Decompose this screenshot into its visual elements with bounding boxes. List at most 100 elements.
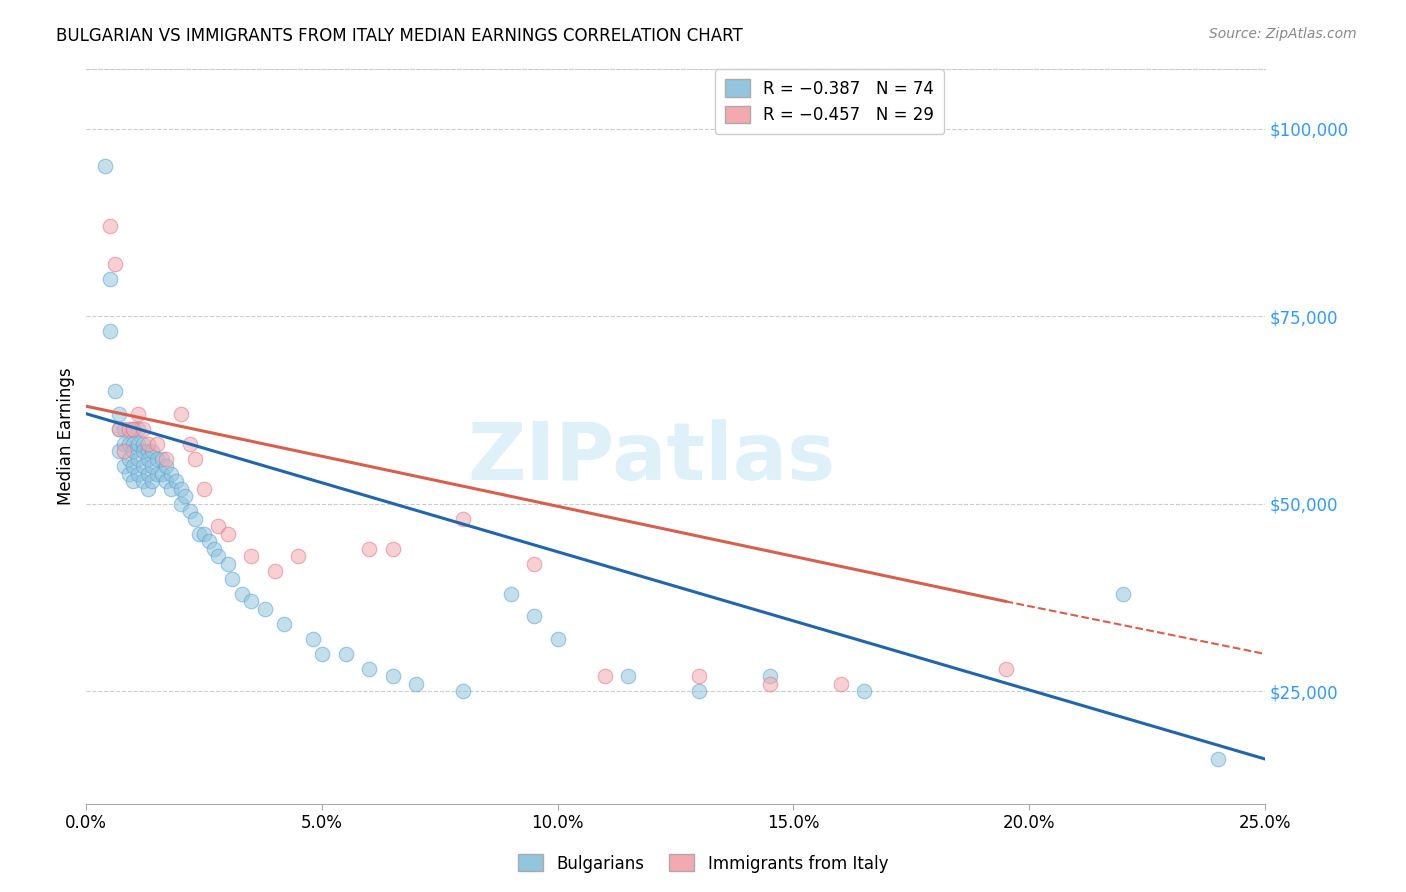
Point [122,436,145,450]
Point [98,271,121,285]
Y-axis label: Median Earnings: Median Earnings [58,368,75,505]
Point [146,436,169,450]
Legend: R = −0.387   N = 74, R = −0.457   N = 29: R = −0.387 N = 74, R = −0.457 N = 29 [716,70,945,134]
Point [688,684,710,698]
Point [169,407,191,421]
Point [240,549,263,564]
Point [165,475,187,489]
Point [169,482,191,496]
Point [830,677,852,691]
Point [146,467,169,481]
Point [94,159,117,173]
Point [405,677,427,691]
Point [141,475,163,489]
Point [207,549,229,564]
Point [381,541,404,556]
Point [132,475,155,489]
Point [254,602,277,616]
Point [98,219,121,233]
Point [188,526,211,541]
Point [103,384,125,399]
Point [688,669,710,683]
Point [1112,587,1135,601]
Point [136,444,159,458]
Point [155,459,177,474]
Point [108,407,131,421]
Point [287,549,309,564]
Point [108,422,131,436]
Point [122,422,145,436]
Point [381,669,404,683]
Point [207,519,229,533]
Point [118,436,141,450]
Point [617,669,640,683]
Point [193,482,215,496]
Point [136,436,159,450]
Point [179,504,201,518]
Point [273,616,295,631]
Point [118,467,141,481]
Point [112,422,135,436]
Point [1206,752,1229,766]
Point [112,444,135,458]
Point [263,565,285,579]
Point [593,669,616,683]
Point [136,482,159,496]
Point [146,451,169,466]
Point [193,526,215,541]
Point [118,422,141,436]
Point [169,497,191,511]
Point [122,475,145,489]
Point [122,459,145,474]
Point [183,451,205,466]
Point [499,587,522,601]
Point [311,647,333,661]
Point [523,557,546,571]
Point [183,512,205,526]
Point [301,632,323,646]
Point [108,444,131,458]
Point [547,632,569,646]
Point [112,459,135,474]
Point [759,669,782,683]
Point [523,609,546,624]
Point [759,677,782,691]
Point [150,467,173,481]
Point [132,422,155,436]
Point [155,475,177,489]
Point [136,467,159,481]
Point [127,422,149,436]
Point [853,684,876,698]
Point [240,594,263,608]
Point [132,436,155,450]
Point [174,489,197,503]
Point [127,451,149,466]
Point [359,662,381,676]
Point [221,572,243,586]
Point [202,541,225,556]
Point [141,444,163,458]
Point [453,684,475,698]
Point [122,444,145,458]
Point [141,459,163,474]
Point [132,444,155,458]
Point [150,451,173,466]
Point [155,451,177,466]
Point [112,436,135,450]
Point [108,422,131,436]
Point [127,467,149,481]
Point [136,451,159,466]
Point [132,459,155,474]
Point [198,534,221,549]
Point [122,422,145,436]
Point [118,451,141,466]
Point [127,407,149,421]
Point [103,257,125,271]
Point [160,467,183,481]
Point [217,557,239,571]
Text: Source: ZipAtlas.com: Source: ZipAtlas.com [1209,27,1357,41]
Point [160,482,183,496]
Point [127,436,149,450]
Point [994,662,1017,676]
Text: ZIPatlas: ZIPatlas [468,419,837,498]
